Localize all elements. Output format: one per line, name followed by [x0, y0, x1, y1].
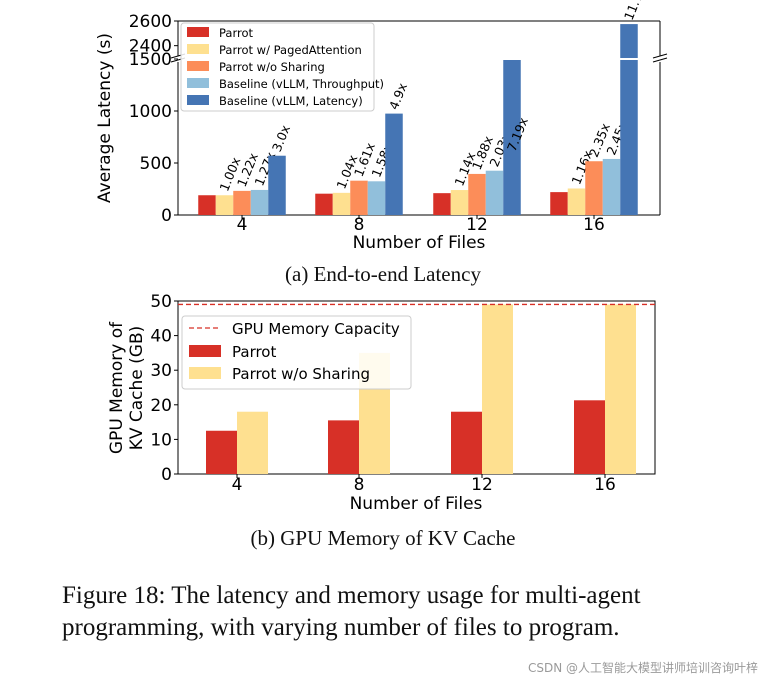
x-tick-label: 4: [232, 475, 243, 495]
bar-baseline-vllm-latency--upper: [620, 24, 638, 58]
legend-label: Parrot w/o Sharing: [219, 60, 325, 74]
subcaption-a: (a) End-to-end Latency: [285, 262, 481, 286]
legend-label: Parrot: [232, 343, 276, 361]
bar-parrot: [206, 430, 237, 474]
y-tick-label: 20: [150, 396, 172, 416]
legend-box: [180, 22, 375, 112]
bar-parrot-w-pagedattention: [332, 192, 351, 215]
bar-parrot-w-o-sharing: [468, 173, 486, 215]
legend-swatch: [189, 345, 221, 357]
y-tick-label: 50: [150, 292, 172, 312]
bar-parrot-w-o-sharing: [237, 411, 268, 474]
legend-label: Parrot w/ PagedAttention: [219, 43, 362, 57]
bar-parrot-w-o-sharing: [482, 304, 513, 474]
chart-gpu-memory: 0 10 20 30 40 50 GPU Memory of KV Cache (GB) 4 8 1…: [107, 292, 656, 514]
legend-label: Parrot w/o Sharing: [232, 365, 370, 383]
bar-baseline-vllm-latency-: [503, 60, 521, 215]
x-tick-label: 8: [354, 215, 365, 235]
y-tick-label: 2600: [129, 12, 172, 32]
bar-parrot-w-pagedattention: [567, 188, 586, 215]
y-tick-label: 10: [150, 430, 172, 450]
bar-parrot: [574, 400, 605, 474]
bar-parrot: [550, 192, 568, 215]
x-tick-label: 12: [471, 475, 493, 495]
legend-label: GPU Memory Capacity: [232, 320, 400, 338]
x-tick-label: 16: [594, 475, 616, 495]
x-tick-label: 8: [354, 475, 365, 495]
bar-parrot: [328, 420, 359, 474]
bar-parrot: [315, 193, 333, 215]
legend-swatch: [187, 44, 209, 54]
figure-caption: Figure 18: The latency and memory usage …: [62, 582, 641, 641]
x-tick-label: 12: [466, 215, 488, 235]
y-tick-label: 40: [150, 327, 172, 347]
data-label: 3.0x: [269, 123, 293, 154]
legend-label: Baseline (vLLM, Latency): [219, 94, 363, 108]
x-axis-label: Number of Files: [350, 494, 483, 514]
bar-parrot-w-o-sharing: [605, 304, 636, 474]
subcaption-b: (b) GPU Memory of KV Cache: [250, 526, 516, 550]
y-axis-label: GPU Memory of: [107, 321, 127, 454]
bar-baseline-vllm-throughput-: [485, 170, 504, 215]
legend: Parrot Parrot w/ PagedAttention Parrot w/o…: [180, 22, 384, 112]
plot-frame: [177, 300, 656, 475]
bar-baseline-vllm-latency-: [268, 155, 286, 215]
y-tick-label: 2400: [129, 37, 172, 57]
bar-baseline-vllm-throughput-: [250, 189, 269, 215]
break-mark-right: [652, 53, 668, 59]
y-tick-label: 0: [161, 465, 172, 485]
bar-parrot: [198, 195, 216, 215]
y-tick-label: 0: [161, 206, 172, 226]
bar-parrot-w-pagedattention: [450, 190, 469, 215]
bar-baseline-vllm-throughput-: [367, 181, 386, 215]
watermark: CSDN @人工智能大模型讲师培训咨询叶梓: [527, 661, 758, 675]
y-tick-label: 500: [140, 154, 172, 174]
y-axis-label: KV Cache (GB): [127, 326, 147, 451]
bar-parrot: [433, 193, 451, 215]
x-tick-label: 4: [237, 215, 248, 235]
bar-parrot-w-pagedattention: [215, 195, 234, 215]
data-label: 11.7x: [621, 0, 648, 22]
x-axis-label: Number of Files: [353, 233, 486, 253]
bar-parrot: [451, 411, 482, 474]
y-tick-label: 30: [150, 361, 172, 381]
legend-swatch: [187, 27, 209, 37]
bar-baseline-vllm-throughput-: [602, 158, 621, 215]
data-label: 4.9x: [386, 81, 410, 112]
bar-parrot-w-o-sharing: [585, 161, 603, 215]
legend-label: Baseline (vLLM, Throughput): [219, 77, 384, 91]
legend: GPU Memory Capacity Parrot Parrot w/o Shar…: [181, 315, 412, 390]
bar-baseline-vllm-latency-: [385, 113, 403, 215]
y-tick-label: 1500: [129, 50, 172, 70]
y-axis-label: Average Latency (s): [95, 33, 115, 203]
break-mark-right: [652, 57, 668, 63]
x-tick-label: 16: [583, 215, 605, 235]
legend-swatch: [187, 78, 209, 88]
legend-box: [181, 315, 412, 390]
bar-baseline-vllm-latency-: [620, 60, 638, 215]
bar-parrot-w-o-sharing: [233, 190, 251, 215]
bar-parrot-w-o-sharing: [350, 180, 368, 215]
legend-label: Parrot: [219, 26, 254, 40]
y-tick-label: 1000: [129, 102, 172, 122]
legend-swatch: [187, 61, 209, 71]
legend-swatch: [189, 367, 221, 379]
legend-swatch: [187, 95, 209, 105]
